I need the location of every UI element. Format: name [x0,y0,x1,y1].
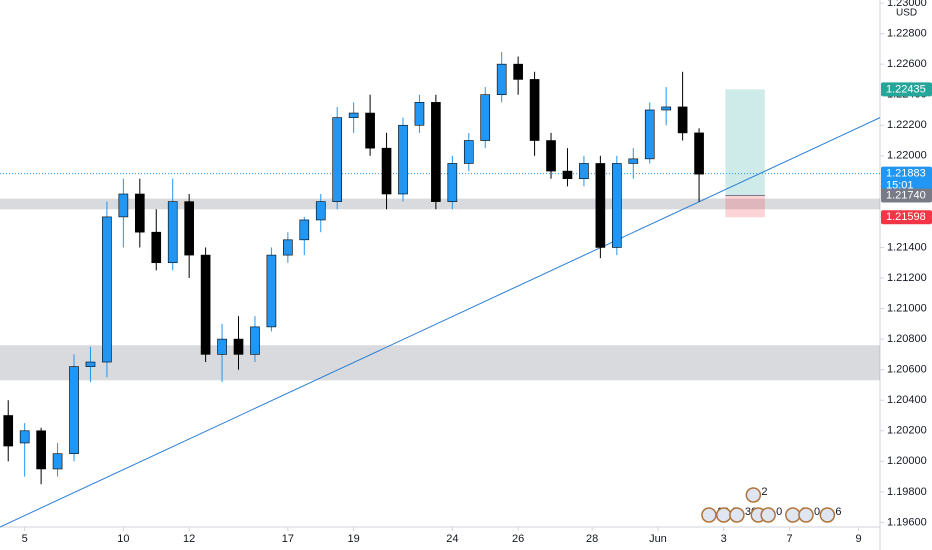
y-tick-label: 1.20400 [887,394,927,406]
candle-body [644,109,655,160]
currency-label: USD [896,8,917,19]
candle-body [233,338,244,355]
event-label: 2 [761,486,767,498]
target-label: 1.22435 [886,83,926,95]
y-tick-label: 1.22600 [887,58,927,70]
event-icon [729,507,745,523]
last-price-label: 1.21883 [886,168,926,180]
x-tick-label: 5 [22,533,28,545]
event-label: 0 [776,506,782,518]
entry-label: 1.21740 [886,189,926,201]
candle-body [250,326,260,355]
y-tick-label: 1.21400 [887,241,927,253]
candle-body [266,254,277,328]
candle-body [447,163,458,202]
candle-body [3,415,14,447]
candle-body [513,63,523,80]
candle-body [283,239,293,256]
stop-label: 1.21598 [886,211,926,223]
candle-body [118,193,129,218]
candle-body [694,132,704,175]
candle-body [579,163,589,180]
candle-body [463,140,474,164]
y-tick-label: 1.21000 [887,302,927,314]
y-tick-label: 1.20200 [887,425,927,437]
candle-body [151,231,162,264]
event-label: 6 [835,506,841,518]
candle-body [414,102,425,126]
x-tick-label: 28 [586,533,598,545]
candle-body [200,254,211,355]
support-zone [0,345,880,381]
candle-body [332,117,343,202]
candle-body [381,147,392,195]
x-tick-label: 17 [282,533,294,545]
y-tick-label: 1.20800 [887,333,927,345]
candle-body [480,94,491,141]
entry-label-box [881,188,932,203]
candle-body [348,112,359,118]
trendline [0,117,881,528]
stop-label-box [881,210,932,225]
candle-body [85,361,96,367]
candle-body [496,63,507,96]
event-label: 0 [814,506,820,518]
candle-body [661,106,671,111]
y-tick-label: 1.23000 [887,0,927,9]
support-zone [0,198,880,210]
candle-body [69,366,79,454]
x-tick-label: 24 [446,533,458,545]
y-tick-label: 1.19800 [887,486,927,498]
y-tick-label: 1.22800 [887,28,927,40]
candle-body [184,201,194,256]
x-tick-label: 19 [348,533,360,545]
candle-body [431,102,441,202]
candle-body [299,219,310,241]
x-tick-label: Jun [649,533,667,545]
candle-body [562,170,573,180]
y-tick-label: 1.21200 [887,272,927,284]
candle-body [595,163,606,248]
candle-body [398,124,408,195]
event-icon [745,487,762,503]
candle-body [217,338,227,355]
x-tick-label: 9 [856,533,862,545]
y-tick-label: 1.20000 [887,455,927,467]
candle-body [167,201,178,264]
candle-body [134,193,145,233]
event-icon [760,507,776,523]
event-icon [819,507,836,523]
x-tick-label: 12 [183,533,195,545]
target-zone [725,89,765,196]
x-tick-label: 7 [786,533,792,545]
x-tick-label: 26 [512,533,524,545]
candle-body [315,201,326,221]
last-price-label-box [881,166,932,193]
event-icon [715,507,732,523]
event-icon [798,507,814,523]
candle-body [102,216,112,363]
candle-body [611,163,622,248]
candle-body [19,430,30,444]
candle-body [365,112,375,149]
y-tick-label: 1.19600 [887,516,927,528]
candle-body [52,453,63,470]
stop-zone [725,195,765,218]
candle-body [677,106,688,134]
y-tick-label: 1.22000 [887,150,927,162]
x-tick-label: 3 [721,533,727,545]
y-tick-label: 1.22200 [887,119,927,131]
x-tick-label: 10 [117,533,129,545]
event-icon [785,507,801,523]
candle-body [529,79,540,141]
event-icon [701,507,717,523]
candle-body [36,430,46,470]
candle-body [546,140,556,172]
target-label-box [881,82,932,97]
candle-body [628,158,639,164]
y-tick-label: 1.20600 [887,364,927,376]
